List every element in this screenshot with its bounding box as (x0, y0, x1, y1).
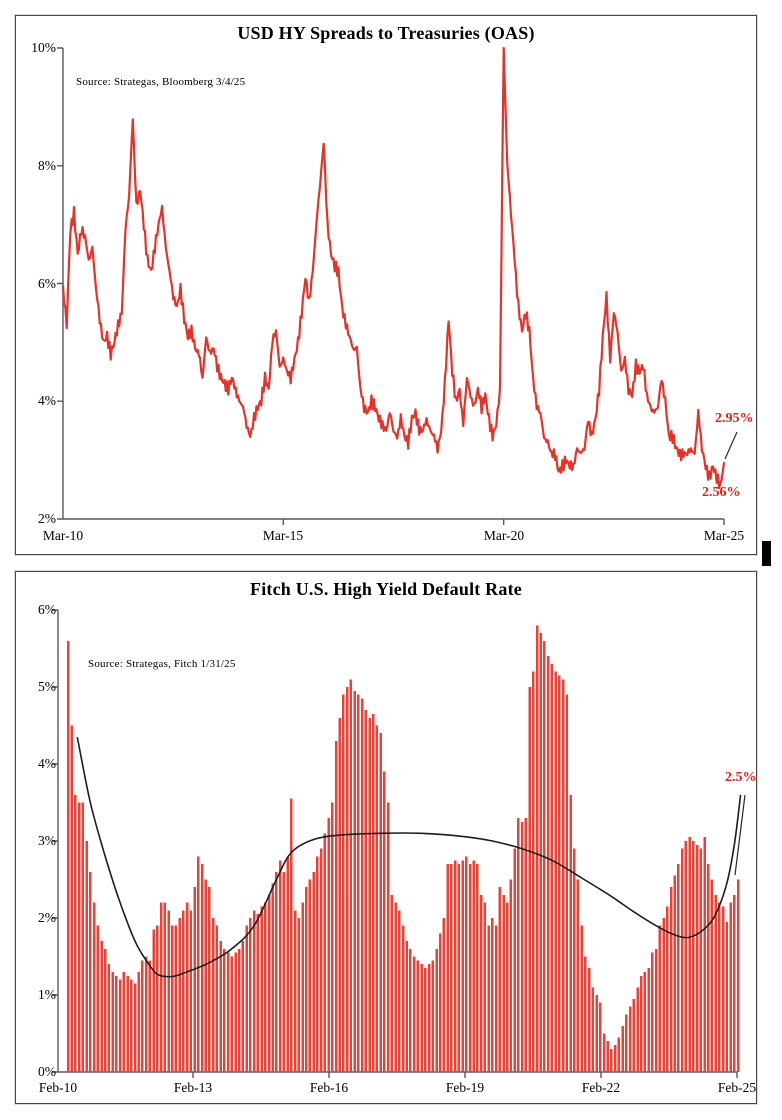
y-tick-label: 2% (38, 511, 56, 526)
source-note: Source: Strategas, Bloomberg 3/4/25 (76, 76, 246, 88)
default-rate-bars (66, 625, 740, 1073)
hy-spreads-chart: USD HY Spreads to Treasuries (OAS) Sourc… (15, 15, 757, 555)
y-tick-label: 5% (38, 679, 56, 694)
x-tick-label: Feb-13 (173, 1080, 213, 1095)
axis-lines (57, 47, 725, 525)
low-value-annotation: 2.56% (702, 485, 741, 500)
x-tick-label: Mar-10 (42, 528, 84, 543)
x-tick-label: Feb-25 (717, 1080, 757, 1095)
y-tick-label: 3% (38, 833, 56, 848)
x-tick-label: Mar-20 (483, 528, 525, 543)
cursor-artifact (762, 541, 771, 566)
end-value-annotation: 2.95% (715, 411, 754, 426)
default-rate-plot (52, 609, 746, 1078)
x-tick-label: Feb-10 (38, 1080, 78, 1095)
hy-spreads-plot (57, 46, 738, 525)
y-tick-label: 4% (38, 756, 56, 771)
y-tick-label: 6% (38, 275, 56, 291)
chart-title: USD HY Spreads to Treasuries (OAS) (237, 23, 535, 43)
annotation-leader-line (724, 431, 738, 460)
y-tick-label: 2% (38, 910, 56, 925)
default-rate-chart: Fitch U.S. High Yield Default Rate Sourc… (15, 571, 757, 1104)
trend-curve (76, 736, 742, 978)
x-tick-label: Feb-22 (581, 1080, 621, 1095)
annotation-leader-line (734, 794, 746, 876)
axis-lines (52, 609, 738, 1078)
end-value-annotation: 2.5% (725, 770, 757, 785)
x-tick-label: Feb-19 (445, 1080, 485, 1095)
chart-title: Fitch U.S. High Yield Default Rate (250, 579, 522, 599)
y-tick-label: 10% (31, 40, 56, 55)
x-tick-label: Mar-15 (262, 528, 304, 543)
source-note: Source: Strategas, Fitch 1/31/25 (88, 658, 236, 670)
y-tick-label: 6% (38, 602, 56, 617)
y-tick-label: 8% (38, 157, 56, 173)
y-tick-label: 4% (38, 393, 56, 409)
y-tick-label: 1% (38, 987, 56, 1002)
x-tick-label: Feb-16 (309, 1080, 349, 1095)
oas-spread-line (61, 46, 726, 490)
x-tick-label: Mar-25 (703, 528, 745, 543)
y-tick-label: 0% (38, 1064, 56, 1079)
